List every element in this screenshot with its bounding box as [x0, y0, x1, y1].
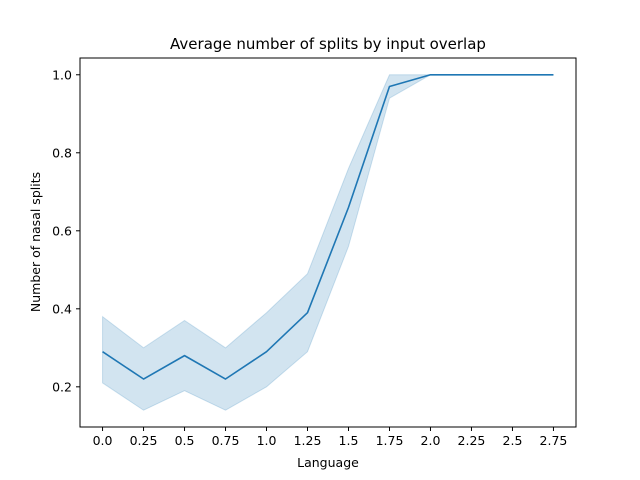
x-tick-label: 2.25	[458, 433, 486, 448]
x-tick-label: 1.25	[294, 433, 322, 448]
x-tick-label: 0.0	[93, 433, 113, 448]
plot-area	[102, 73, 554, 411]
y-tick-label: 0.6	[52, 223, 72, 238]
x-tick-label: 1.75	[376, 433, 404, 448]
x-tick-label: 0.5	[175, 433, 195, 448]
x-tick-label: 0.25	[130, 433, 158, 448]
series-line-0	[102, 73, 554, 380]
chart-title: Average number of splits by input overla…	[170, 35, 486, 53]
x-tick-label: 2.0	[421, 433, 441, 448]
x-axis: 0.0 0.25 0.5 0.75 1.0 1.25 1.5 1.75 2.0 2.25 2.5 2.…	[93, 427, 568, 448]
y-tick-label: 0.2	[52, 379, 72, 394]
y-tick-label: 0.4	[52, 301, 72, 316]
x-axis-label: Language	[297, 455, 359, 470]
x-tick-label: 0.75	[212, 433, 240, 448]
plot-frame	[79, 57, 577, 428]
x-tick-label: 1.5	[339, 433, 359, 448]
x-tick-label: 2.75	[540, 433, 568, 448]
y-axis-label: Number of nasal splits	[28, 172, 43, 312]
x-tick-label: 1.0	[257, 433, 277, 448]
confidence-band-0	[102, 74, 554, 411]
y-axis: 0.2 0.4 0.6 0.8 1.0	[52, 67, 80, 394]
y-tick-label: 0.8	[52, 145, 72, 160]
y-tick-label: 1.0	[52, 67, 72, 82]
x-tick-label: 2.5	[503, 433, 523, 448]
